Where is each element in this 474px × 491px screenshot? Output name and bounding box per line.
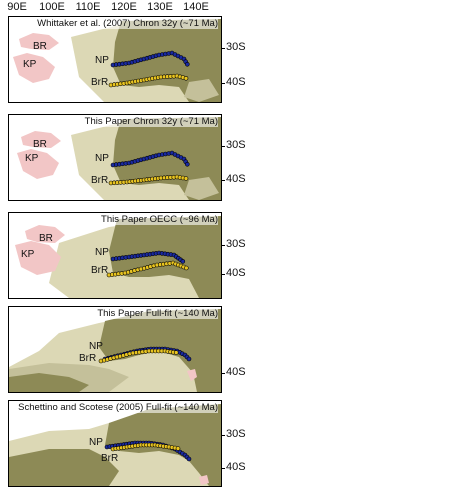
lat-label-40s-p2: 40S bbox=[226, 173, 246, 185]
panel-title: Schettino and Scotese (2005) Full-fit (~… bbox=[18, 402, 218, 413]
map-panel-4: This Paper Full-fit (~140 Ma) NP BrR bbox=[8, 306, 222, 393]
lat-tick-30s-p1 bbox=[221, 48, 225, 49]
data-point bbox=[184, 265, 189, 271]
bruce-rise-dots bbox=[110, 442, 181, 452]
lat-label-30s-p5: 30S bbox=[226, 428, 246, 440]
data-point bbox=[185, 161, 190, 167]
data-point bbox=[173, 350, 179, 355]
brr-label: BrR bbox=[91, 175, 109, 186]
panel-title: This Paper Chron 32y (~71 Ma) bbox=[84, 116, 218, 127]
antarctic-land-dark bbox=[9, 373, 89, 392]
br-label: BR bbox=[39, 233, 53, 244]
map-panel-5: Schettino and Scotese (2005) Full-fit (~… bbox=[8, 400, 222, 487]
lat-tick-40s-p5 bbox=[221, 468, 225, 469]
np-label: NP bbox=[95, 247, 109, 258]
lat-tick-40s-p4 bbox=[221, 373, 225, 374]
panel-title: Whittaker et al. (2007) Chron 32y (~71 M… bbox=[37, 18, 218, 29]
lat-label-40s-p5: 40S bbox=[226, 461, 246, 473]
kerguelen-plateau bbox=[15, 241, 61, 275]
lat-label-30s-p3: 30S bbox=[226, 238, 246, 250]
lat-label-40s-p4: 40S bbox=[226, 366, 246, 378]
map-canvas-4 bbox=[9, 309, 221, 392]
data-point bbox=[186, 456, 192, 462]
data-point bbox=[183, 75, 189, 81]
lat-tick-30s-p3 bbox=[221, 245, 225, 246]
shelf-area bbox=[184, 79, 219, 102]
lon-label-140e: 140E bbox=[183, 1, 209, 13]
broken-ridge-plateau bbox=[21, 131, 61, 148]
data-point bbox=[183, 176, 189, 181]
bruce-rise-dots bbox=[106, 260, 189, 278]
np-label: NP bbox=[95, 153, 109, 164]
broken-ridge-plateau bbox=[25, 225, 65, 243]
kp-label: KP bbox=[25, 153, 39, 164]
naturaliste-plateau-dots bbox=[110, 50, 190, 68]
np-label: NP bbox=[89, 437, 103, 448]
lat-tick-40s-p3 bbox=[221, 274, 225, 275]
lon-label-110e: 110E bbox=[75, 1, 101, 13]
kp-label: KP bbox=[21, 249, 35, 260]
lat-tick-30s-p5 bbox=[221, 435, 225, 436]
lon-label-90e: 90E bbox=[7, 1, 27, 13]
lat-tick-40s-p1 bbox=[221, 83, 225, 84]
small-plateau bbox=[187, 369, 197, 381]
map-panel-2: This Paper Chron 32y (~71 Ma) BR KP NP B… bbox=[8, 114, 222, 201]
np-label: NP bbox=[89, 341, 103, 352]
data-point bbox=[186, 356, 192, 362]
small-plateau bbox=[199, 475, 209, 485]
bruce-rise-dots bbox=[98, 348, 179, 364]
map-panel-1: Whittaker et al. (2007) Chron 32y (~71 M… bbox=[8, 16, 222, 103]
kerguelen-plateau bbox=[17, 149, 59, 179]
broken-ridge-plateau bbox=[19, 33, 59, 50]
lon-label-100e: 100E bbox=[39, 1, 65, 13]
lat-tick-40s-p2 bbox=[221, 180, 225, 181]
br-label: BR bbox=[33, 139, 47, 150]
australia-landmass bbox=[109, 216, 221, 298]
bruce-rise-dots bbox=[108, 73, 189, 88]
data-point bbox=[175, 446, 181, 451]
shelf-area bbox=[184, 177, 219, 200]
brr-label: BrR bbox=[101, 453, 119, 464]
map-canvas-3 bbox=[15, 216, 221, 298]
lat-label-30s-p1: 30S bbox=[226, 41, 246, 53]
antarctic-land-dark bbox=[9, 449, 119, 486]
panel-title: This Paper Full-fit (~140 Ma) bbox=[97, 308, 218, 319]
br-label: BR bbox=[33, 41, 47, 52]
lon-label-130e: 130E bbox=[147, 1, 173, 13]
naturaliste-plateau-dots bbox=[110, 150, 190, 168]
data-point bbox=[180, 259, 186, 264]
lat-tick-30s-p2 bbox=[221, 146, 225, 147]
lat-label-40s-p1: 40S bbox=[226, 76, 246, 88]
panel-title: This Paper OECC (~96 Ma) bbox=[101, 214, 218, 225]
brr-label: BrR bbox=[91, 265, 109, 276]
brr-label: BrR bbox=[79, 353, 97, 364]
lat-label-40s-p3: 40S bbox=[226, 267, 246, 279]
kp-label: KP bbox=[23, 59, 37, 70]
data-point bbox=[185, 61, 190, 67]
white-patch bbox=[13, 311, 29, 325]
map-canvas-5 bbox=[9, 404, 221, 486]
naturaliste-plateau-dots bbox=[110, 250, 186, 264]
np-label: NP bbox=[95, 55, 109, 66]
bruce-rise-dots bbox=[108, 174, 189, 186]
map-canvas-2 bbox=[17, 117, 221, 200]
map-canvas-1 bbox=[13, 19, 221, 102]
brr-label: BrR bbox=[91, 77, 109, 88]
lat-label-30s-p2: 30S bbox=[226, 139, 246, 151]
kerguelen-plateau bbox=[13, 53, 55, 83]
map-panel-3: This Paper OECC (~96 Ma) BR KP NP BrR bbox=[8, 212, 222, 299]
lon-label-120e: 120E bbox=[111, 1, 137, 13]
